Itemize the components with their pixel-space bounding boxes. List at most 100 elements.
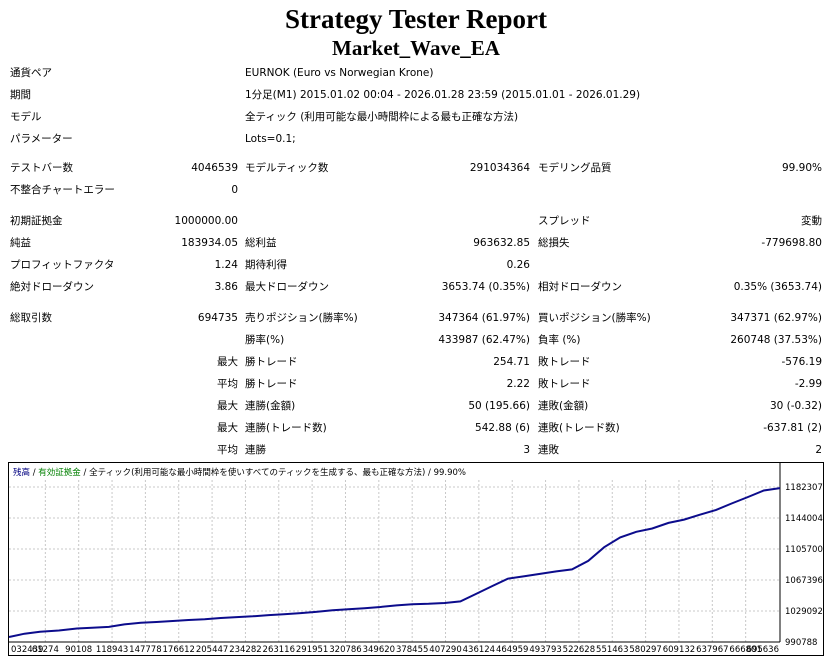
label-max-1: 最大 — [217, 356, 238, 368]
label-mismatch: 不整合チャートエラー — [10, 184, 115, 196]
label-avg-2: 平均 — [217, 444, 238, 456]
label-spread: スプレッド — [538, 215, 591, 227]
label-quality: モデリング品質 — [538, 162, 612, 174]
x-tick-label: 61274 — [32, 645, 59, 655]
legend-sep-1: / — [30, 468, 38, 478]
x-tick-label: 551463 — [596, 645, 628, 655]
value-gross-profit: 963632.85 — [473, 237, 530, 249]
label-net-profit: 純益 — [10, 237, 31, 249]
value-total-trades: 694735 — [197, 312, 238, 324]
y-tick-label: 1067396 — [785, 576, 823, 586]
label-avg-win: 勝トレード — [245, 378, 298, 390]
x-tick-label: 407290 — [429, 645, 461, 655]
label-rel-drawdown: 相対ドローダウン — [538, 281, 622, 293]
value-largest-loss: -576.19 — [781, 356, 822, 368]
info-label-model: モデル — [10, 111, 42, 123]
label-max-drawdown: 最大ドローダウン — [245, 281, 329, 293]
y-tick-label: 1105700 — [785, 545, 823, 555]
x-tick-label: 637967 — [696, 645, 728, 655]
info-value-parameters: Lots=0.1; — [245, 133, 296, 145]
legend-equity: 有効証拠金 — [38, 467, 81, 478]
value-ticks: 291034364 — [469, 162, 530, 174]
y-tick-label: 1182307 — [785, 483, 823, 493]
label-expected-payoff: 期待利得 — [245, 259, 287, 271]
x-tick-label: 176612 — [163, 645, 195, 655]
x-tick-label: 609132 — [663, 645, 695, 655]
value-expected-payoff: 0.26 — [506, 259, 530, 271]
value-win-pct: 433987 (62.47%) — [438, 334, 530, 346]
info-label-period: 期間 — [10, 89, 31, 101]
value-deposit: 1000000.00 — [174, 215, 238, 227]
label-ticks: モデルティック数 — [245, 162, 329, 174]
report-title: Strategy Tester Report — [285, 4, 547, 34]
label-consec-profit: 連勝(トレード数) — [245, 422, 327, 434]
value-largest-win: 254.71 — [493, 356, 530, 368]
label-avg-loss: 敗トレード — [538, 378, 591, 390]
y-axis: 990788 1029092 1067396 1105700 1144004 118230… — [779, 463, 823, 648]
x-tick-label: 464959 — [496, 645, 528, 655]
label-max-2: 最大 — [217, 400, 238, 412]
label-profit-factor: プロフィットファクタ — [10, 259, 115, 271]
label-short-positions: 売りポジション(勝率%) — [245, 312, 358, 324]
y-tick-label: 990788 — [785, 638, 817, 648]
value-long-positions: 347371 (62.97%) — [730, 312, 822, 324]
chart-frame — [8, 462, 824, 656]
info-value-period: 1分足(M1) 2015.01.02 00:04 - 2026.01.28 23… — [245, 89, 641, 101]
label-loss-pct: 負率 (%) — [538, 334, 581, 346]
value-quality: 99.90% — [781, 162, 822, 174]
label-total-trades: 総取引数 — [10, 312, 52, 324]
legend-model: 全ティック(利用可能な最小時間枠を使いすべてのティックを生成する、最も正確な方法… — [89, 467, 425, 478]
value-max-drawdown: 3653.74 (0.35%) — [441, 281, 530, 293]
label-gross-loss: 総損失 — [538, 237, 570, 249]
value-profit-factor: 1.24 — [214, 259, 238, 271]
x-tick-label: 320786 — [329, 645, 361, 655]
value-short-positions: 347364 (61.97%) — [438, 312, 530, 324]
x-tick-label: 90108 — [65, 645, 92, 655]
label-avg-1: 平均 — [217, 378, 238, 390]
chart-legend: 残高 / 有効証拠金 / 全ティック(利用可能な最小時間枠を使いすべてのティック… — [13, 467, 466, 478]
legend-sep-3: / — [425, 468, 433, 478]
balance-chart: 残高 / 有効証拠金 / 全ティック(利用可能な最小時間枠を使いすべてのティック… — [8, 462, 824, 656]
value-net-profit: 183934.05 — [181, 237, 238, 249]
y-tick-label: 1029092 — [785, 607, 823, 617]
x-tick-label: 118943 — [96, 645, 128, 655]
label-max-3: 最大 — [217, 422, 238, 434]
value-mismatch: 0 — [231, 184, 238, 196]
value-rel-drawdown: 0.35% (3653.74) — [733, 281, 822, 293]
x-tick-label: 349620 — [363, 645, 395, 655]
value-avg-consec-wins: 3 — [523, 444, 530, 456]
label-long-positions: 買いポジション(勝率%) — [538, 312, 651, 324]
value-spread: 変動 — [801, 215, 822, 227]
x-tick-label: 263116 — [263, 645, 295, 655]
x-tick-label: 695636 — [747, 645, 779, 655]
x-tick-label: 205447 — [196, 645, 228, 655]
label-consec-wins: 連勝(金額) — [245, 400, 296, 412]
label-deposit: 初期証拠金 — [10, 215, 63, 227]
value-abs-drawdown: 3.86 — [214, 281, 238, 293]
x-tick-label: 378455 — [396, 645, 428, 655]
value-consec-losses: 30 (-0.32) — [769, 400, 822, 412]
value-avg-loss: -2.99 — [794, 378, 822, 390]
value-consec-wins: 50 (195.66) — [468, 400, 530, 412]
x-tick-label: 147778 — [129, 645, 161, 655]
x-tick-label: 522628 — [563, 645, 595, 655]
legend-balance: 残高 — [13, 467, 30, 478]
info-value-model: 全ティック (利用可能な最小時間枠による最も正確な方法) — [245, 111, 519, 123]
label-consec-loss-amt: 連敗(トレード数) — [538, 422, 620, 434]
label-largest-loss: 敗トレード — [538, 356, 591, 368]
legend-sep-2: / — [81, 468, 89, 478]
label-bars: テストバー数 — [10, 162, 73, 174]
info-label-symbol: 通貨ペア — [10, 67, 52, 79]
ea-name: Market_Wave_EA — [332, 36, 500, 60]
value-bars: 4046539 — [191, 162, 238, 174]
label-consec-losses: 連敗(金額) — [538, 400, 589, 412]
x-tick-label: 666801 — [729, 645, 761, 655]
label-largest-win: 勝トレード — [245, 356, 298, 368]
x-tick-label: 234282 — [229, 645, 261, 655]
info-value-symbol: EURNOK (Euro vs Norwegian Krone) — [245, 67, 434, 79]
value-avg-consec-losses: 2 — [815, 444, 822, 456]
value-consec-profit: 542.88 (6) — [475, 422, 530, 434]
x-tick-label: 291951 — [296, 645, 328, 655]
info-label-parameters: パラメーター — [10, 133, 73, 145]
